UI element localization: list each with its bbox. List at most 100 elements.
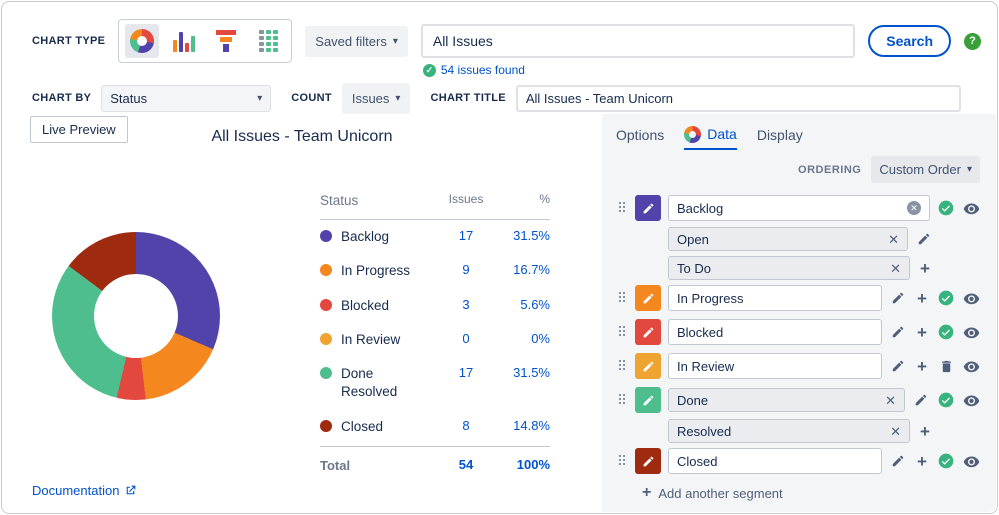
search-input[interactable] — [420, 24, 856, 58]
clear-icon[interactable]: ✕ — [907, 201, 921, 215]
segment-color-button[interactable] — [635, 353, 661, 379]
eye-icon[interactable] — [962, 323, 980, 341]
add-value-icon[interactable]: + — [914, 358, 930, 375]
funnel-chart-icon — [216, 30, 237, 52]
remove-value-icon[interactable]: ✕ — [890, 423, 901, 439]
percent-value: 0% — [531, 330, 550, 346]
documentation-link[interactable]: Documentation — [32, 483, 137, 498]
segment-color-button[interactable] — [635, 319, 661, 345]
add-segment-button[interactable]: + Add another segment — [642, 484, 980, 502]
segment-value-chip: Open ✕ — [668, 227, 908, 251]
segment-name: In Review — [677, 358, 735, 374]
check-circle-icon — [937, 323, 955, 341]
drag-handle-icon[interactable]: ⠿ — [616, 290, 628, 306]
bar-chart-icon — [173, 30, 196, 52]
documentation-label: Documentation — [32, 483, 120, 498]
live-preview-tab[interactable]: Live Preview — [30, 116, 128, 143]
check-circle-icon — [937, 289, 955, 307]
percent-value: 5.6% — [520, 296, 550, 312]
chevron-down-icon: ▾ — [257, 92, 263, 104]
segment-name-input[interactable]: In Review — [668, 353, 882, 379]
segment-color-button[interactable] — [635, 448, 661, 474]
chart-type-label: CHART TYPE — [32, 35, 106, 47]
issues-count[interactable]: 0 — [462, 330, 470, 346]
count-select[interactable]: Issues ▾ — [341, 82, 411, 114]
edit-icon[interactable] — [889, 289, 907, 307]
search-button[interactable]: Search — [868, 25, 951, 57]
edit-icon[interactable] — [915, 230, 933, 248]
status-color-dot — [320, 367, 332, 380]
eye-icon[interactable] — [962, 357, 980, 375]
issues-count[interactable]: 3 — [462, 296, 470, 312]
donut-chart[interactable] — [52, 232, 220, 400]
drag-handle-icon[interactable]: ⠿ — [616, 453, 628, 469]
segment-value-row: Open ✕ — [668, 227, 980, 251]
add-value-icon[interactable]: + — [914, 324, 930, 341]
chart-by-select[interactable]: Status ▾ — [101, 84, 272, 112]
edit-icon[interactable] — [889, 357, 907, 375]
segment-name-input[interactable]: Backlog ✕ — [668, 195, 930, 221]
remove-value-icon[interactable]: ✕ — [890, 260, 901, 276]
edit-icon[interactable] — [889, 323, 907, 341]
table-row: In Review 0 0% — [320, 323, 550, 357]
chevron-down-icon: ▾ — [395, 92, 401, 104]
remove-value-icon[interactable]: ✕ — [885, 392, 896, 408]
chart-type-funnel-option[interactable] — [209, 24, 243, 58]
issues-count[interactable]: 9 — [462, 262, 470, 278]
add-value-icon[interactable]: + — [914, 453, 930, 470]
eye-icon[interactable] — [962, 452, 980, 470]
edit-icon[interactable] — [912, 391, 930, 409]
segment-name-input[interactable]: Closed — [668, 448, 882, 474]
segment-row-in-progress: ⠿ In Progress + — [616, 285, 980, 311]
live-preview-panel: Live Preview All Issues - Team Unicorn S… — [2, 114, 602, 513]
remove-value-icon[interactable]: ✕ — [888, 231, 899, 247]
segment-name: In Progress — [677, 290, 744, 306]
pencil-icon — [643, 203, 653, 213]
drag-handle-icon[interactable]: ⠿ — [616, 324, 628, 340]
chart-type-pie-option[interactable] — [125, 24, 160, 58]
issues-count[interactable]: 17 — [458, 228, 474, 244]
segment-color-button[interactable] — [635, 285, 661, 311]
segment-list: ⠿ Backlog ✕ Open ✕ — [616, 195, 980, 474]
chart-type-bar-option[interactable] — [167, 24, 201, 58]
segment-color-button[interactable] — [635, 195, 661, 221]
ordering-select[interactable]: Custom Order ▾ — [871, 156, 980, 183]
status-label: In Review — [341, 331, 401, 347]
segment-name: Closed — [677, 453, 718, 469]
issues-count[interactable]: 8 — [462, 417, 470, 433]
chart-by-value: Status — [110, 90, 148, 106]
count-value: Issues — [351, 90, 390, 106]
add-value-icon[interactable]: + — [917, 423, 933, 440]
tab-options[interactable]: Options — [616, 127, 665, 143]
pencil-icon — [643, 361, 653, 371]
chevron-down-icon: ▾ — [392, 35, 398, 47]
segment-name-input[interactable]: In Progress — [668, 285, 882, 311]
issues-count[interactable]: 17 — [458, 365, 474, 381]
eye-icon[interactable] — [962, 289, 980, 307]
saved-filters-label: Saved filters — [315, 33, 387, 49]
edit-icon[interactable] — [889, 452, 907, 470]
segment-value-row: To Do ✕ + — [668, 256, 980, 280]
table-row: Backlog 17 31.5% — [320, 220, 550, 254]
chart-type-table-option[interactable] — [251, 24, 285, 58]
chart-title-input[interactable] — [515, 84, 961, 112]
table-header: Status Issues % — [320, 192, 550, 221]
drag-handle-icon[interactable]: ⠿ — [616, 200, 628, 216]
segment-color-button[interactable] — [635, 387, 661, 413]
chevron-down-icon: ▾ — [966, 164, 972, 175]
ordering-value: Custom Order — [879, 162, 961, 177]
drag-handle-icon[interactable]: ⠿ — [616, 392, 628, 408]
drag-handle-icon[interactable]: ⠿ — [616, 358, 628, 374]
help-icon[interactable]: ? — [964, 32, 981, 50]
add-value-icon[interactable]: + — [914, 290, 930, 307]
total-percent: 100% — [516, 456, 550, 472]
saved-filters-button[interactable]: Saved filters ▾ — [305, 25, 408, 57]
add-value-icon[interactable]: + — [917, 260, 933, 277]
segment-name-input[interactable]: Blocked — [668, 319, 882, 345]
trash-icon[interactable] — [937, 357, 955, 375]
tab-display[interactable]: Display — [756, 127, 803, 143]
tab-data[interactable]: Data — [684, 120, 737, 150]
eye-icon[interactable] — [962, 391, 980, 409]
table-chart-icon — [258, 30, 278, 52]
eye-icon[interactable] — [962, 199, 980, 217]
